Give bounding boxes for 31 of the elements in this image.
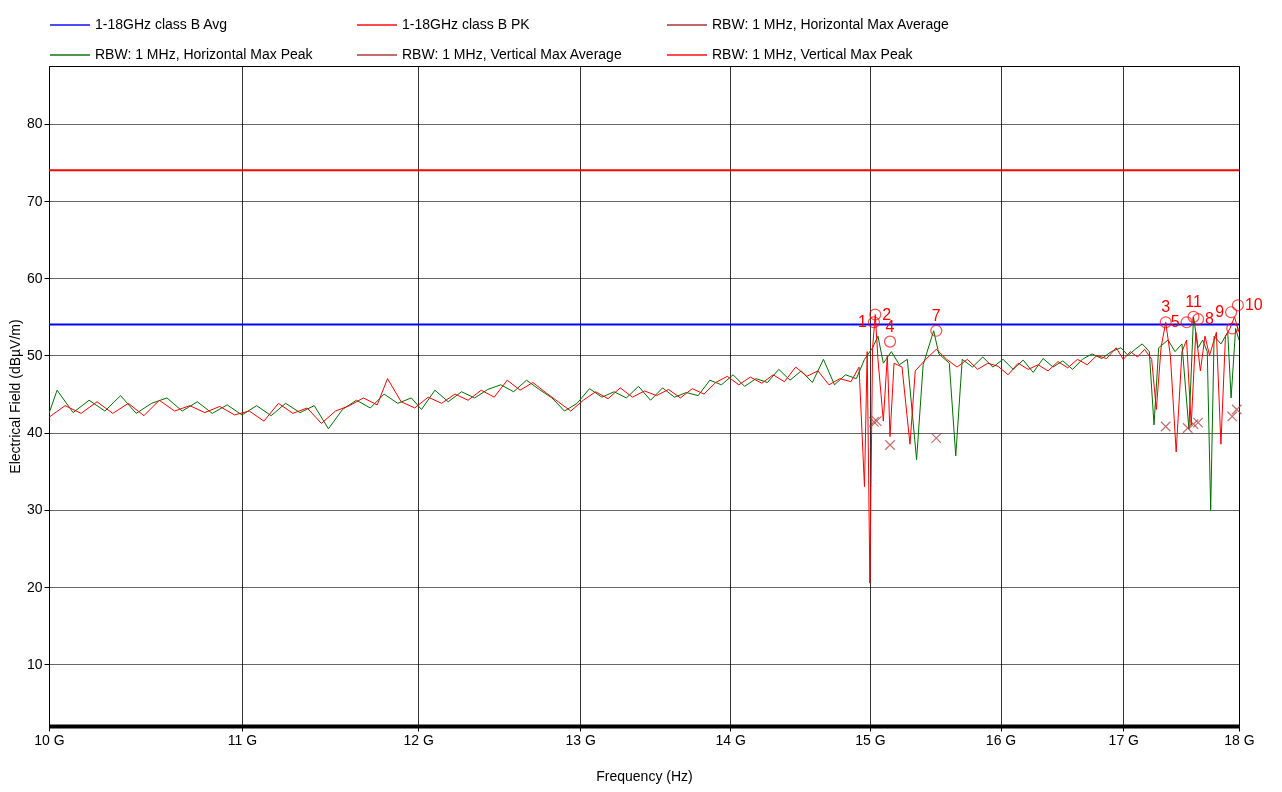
x-tick-label: 16 G	[985, 731, 1017, 748]
x-axis-title: Frequency (Hz)	[596, 767, 693, 784]
annotation: 9	[1215, 303, 1225, 321]
y-tick-label: 80	[26, 115, 43, 132]
y-tick-label: 60	[26, 269, 43, 286]
y-tick-label: 50	[26, 346, 43, 363]
y-tick-label: 10	[26, 655, 43, 672]
annotation: 11	[1185, 292, 1202, 310]
y-tick-label: 40	[26, 424, 43, 441]
legend-label: 1-18GHz class B Avg	[95, 16, 228, 32]
y-tick-label: 70	[26, 192, 43, 209]
annotation: 8	[1205, 310, 1215, 328]
x-tick-label: 10 G	[34, 731, 65, 748]
annotation: 7	[931, 306, 941, 324]
annotation: 3	[1161, 298, 1171, 316]
legend-label: RBW: 1 MHz, Vertical Max Peak	[712, 46, 914, 62]
annotation: 10	[1244, 296, 1263, 314]
x-tick-label: 18 G	[1224, 731, 1255, 748]
x-tick-label: 11 G	[227, 731, 258, 748]
x-tick-label: 14 G	[715, 731, 746, 748]
y-tick-label: 30	[26, 501, 43, 518]
x-tick-label: 13 G	[565, 731, 596, 748]
x-tick-label: 15 G	[855, 731, 886, 748]
legend-label: RBW: 1 MHz, Horizontal Max Peak	[95, 46, 314, 62]
legend-label: RBW: 1 MHz, Vertical Max Average	[402, 46, 622, 62]
y-axis-title: Electrical Field (dBµV/m)	[6, 319, 23, 474]
legend-label: 1-18GHz class B PK	[402, 16, 531, 32]
y-tick-label: 20	[26, 578, 43, 595]
x-tick-label: 12 G	[403, 731, 434, 748]
legend-label: RBW: 1 MHz, Horizontal Max Average	[712, 16, 949, 32]
x-tick-label: 17 G	[1108, 731, 1139, 748]
